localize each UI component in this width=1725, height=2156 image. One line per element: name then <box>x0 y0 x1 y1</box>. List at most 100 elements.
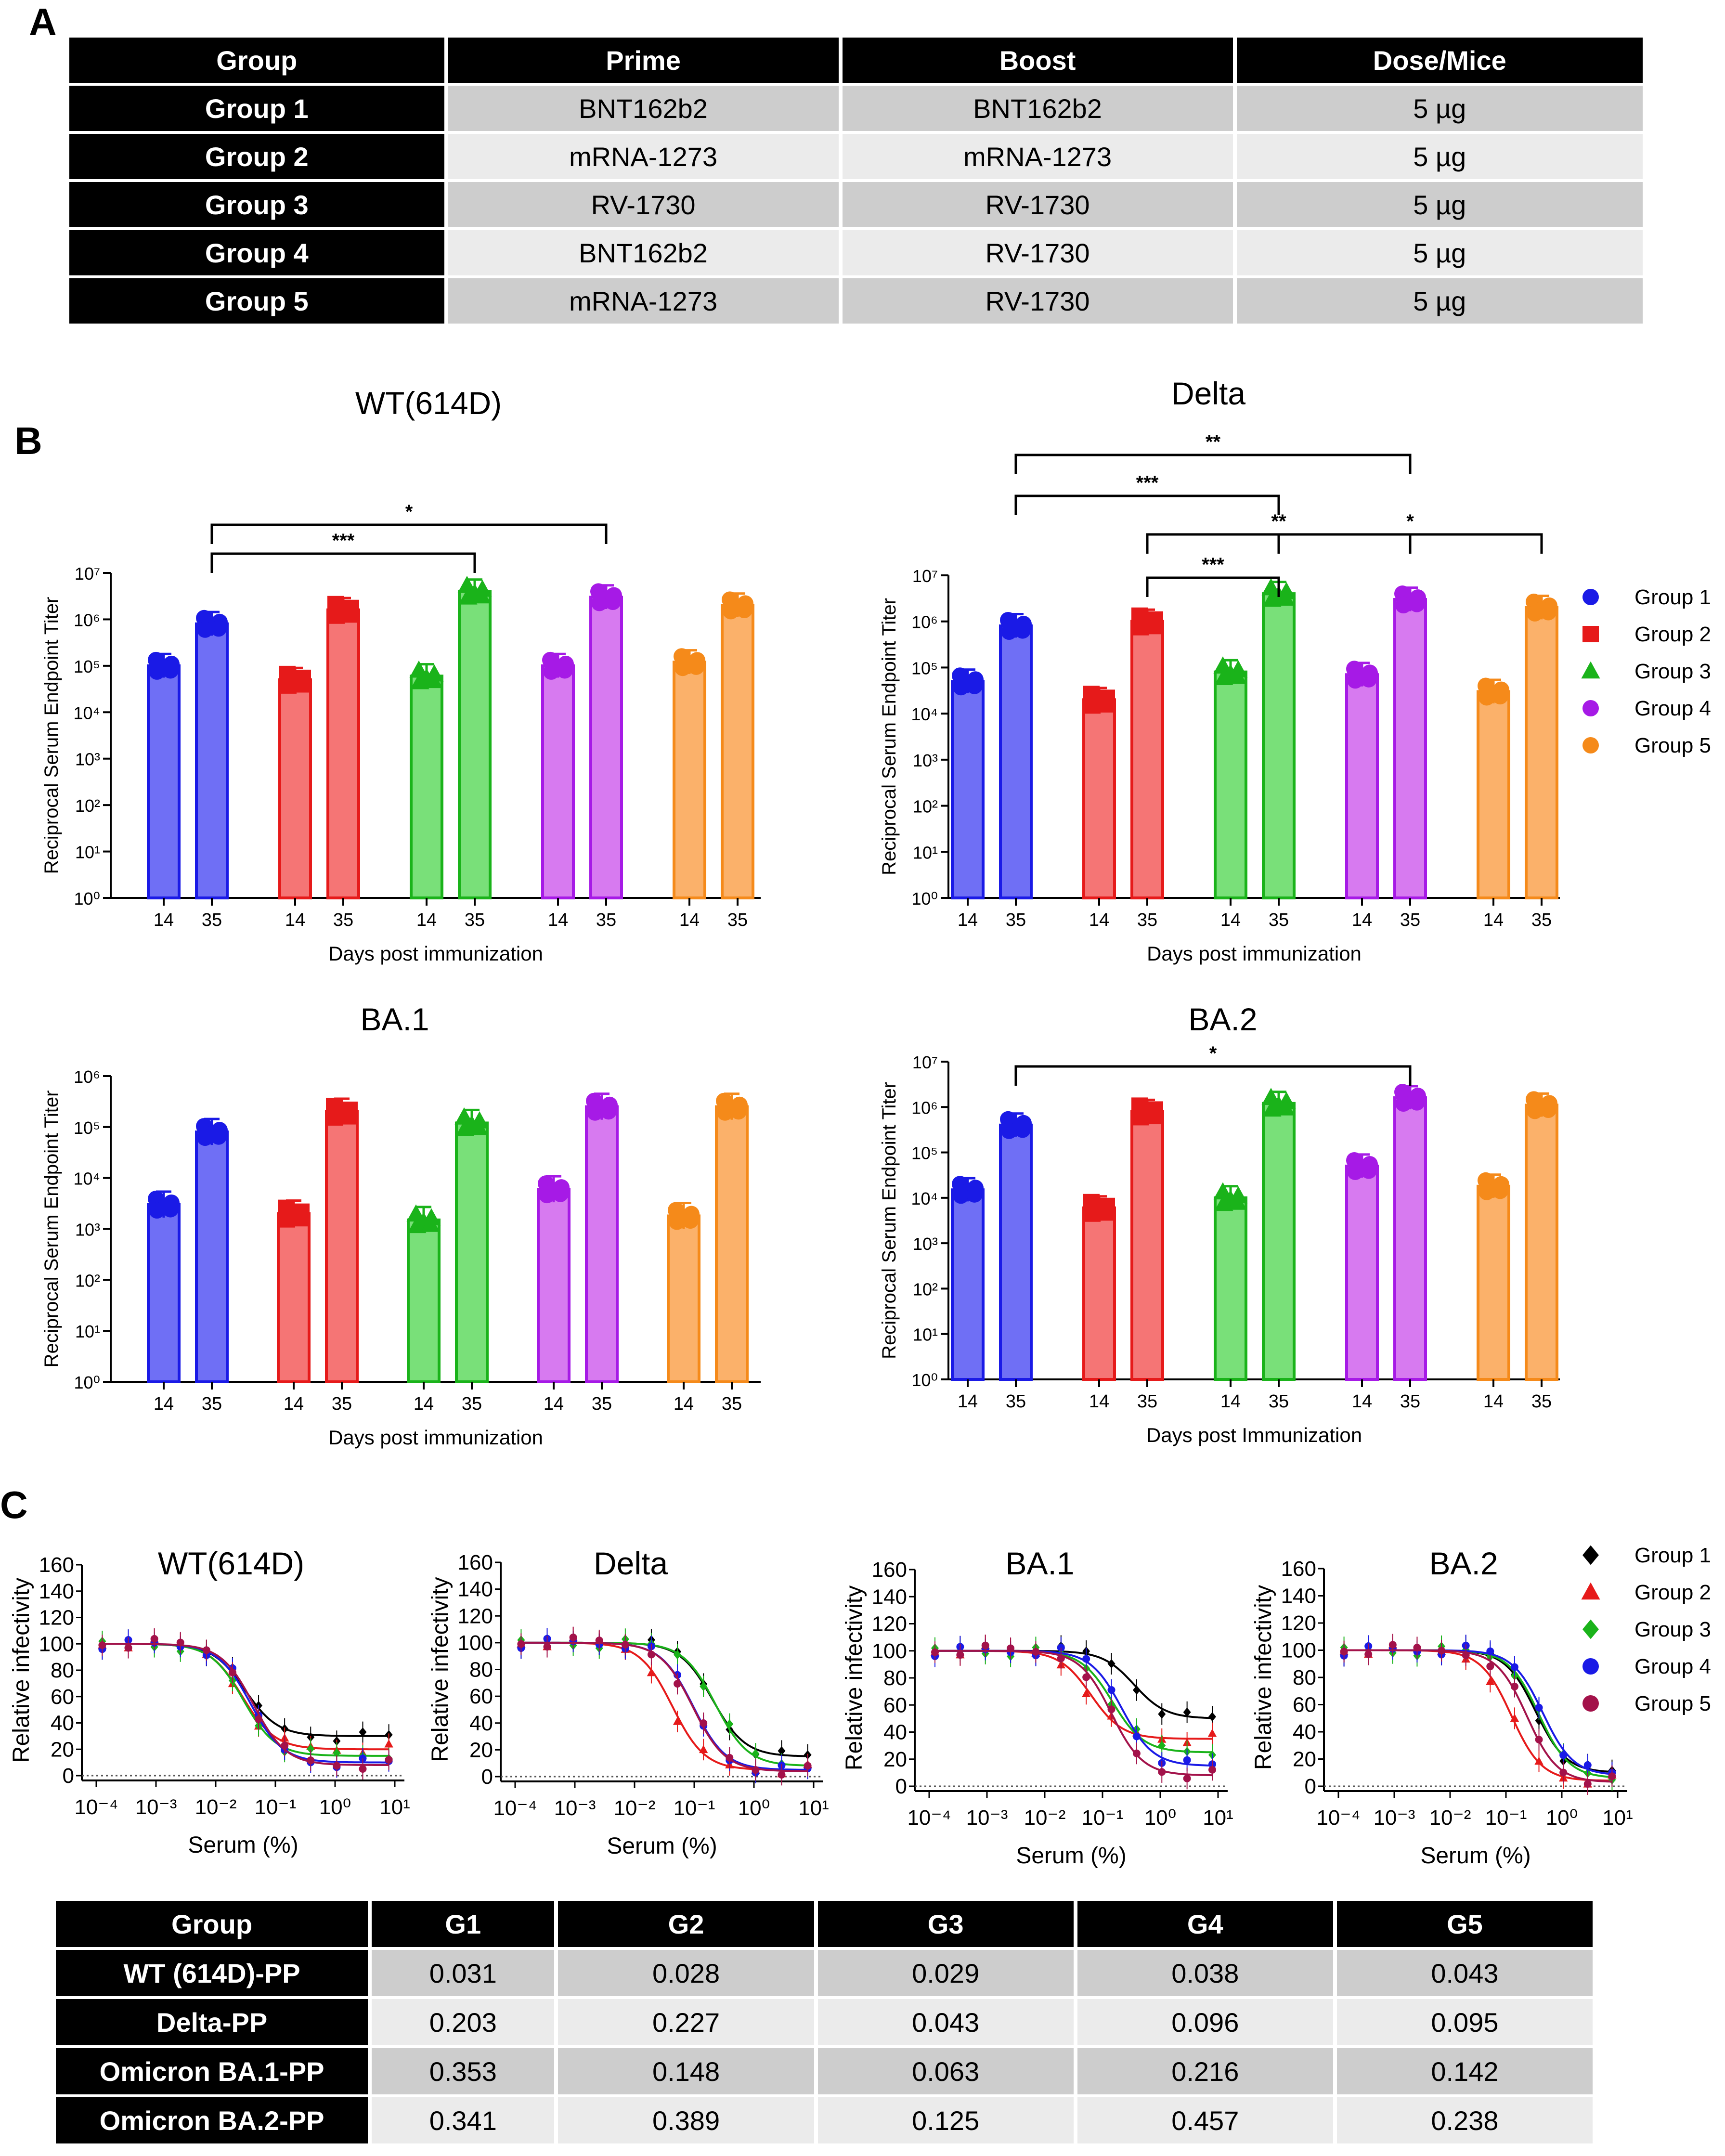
y-tick-label: 10⁶ <box>911 612 938 632</box>
data-point <box>543 663 559 680</box>
bar <box>1262 592 1296 899</box>
data-point <box>292 1210 309 1227</box>
data-point <box>953 679 969 696</box>
data-point <box>1540 604 1556 621</box>
data-point <box>736 602 752 619</box>
row-variant: WT (614D)-PP <box>56 1950 368 1996</box>
data-point <box>723 603 739 620</box>
data-point <box>1146 1108 1162 1125</box>
y-tick-label: 10⁰ <box>912 1370 938 1390</box>
data-point <box>669 1213 685 1230</box>
data-point <box>1409 596 1425 612</box>
y-tick-label: 10³ <box>913 751 938 770</box>
row-group: Group 4 <box>69 230 444 275</box>
y-tick-label: 120 <box>39 1606 74 1630</box>
data-point <box>406 1204 426 1222</box>
cell-g1: 0.203 <box>372 1999 555 2045</box>
x-tick-label: 10⁻⁴ <box>1316 1806 1360 1830</box>
bar <box>1214 1196 1247 1381</box>
fit-curve <box>102 1643 389 1751</box>
bar <box>1262 1102 1296 1381</box>
y-tick-label: 10⁷ <box>75 564 100 584</box>
x-tick-label: 35 <box>722 1394 742 1414</box>
header-g3: G3 <box>817 1901 1074 1947</box>
header-group: Group <box>56 1901 368 1947</box>
y-tick-label: 40 <box>51 1712 74 1735</box>
cell-g3: 0.125 <box>817 2097 1074 2143</box>
header-group: Group <box>69 38 444 83</box>
x-tick-label: 14 <box>1220 1391 1241 1412</box>
cell-g3: 0.029 <box>817 1950 1074 1996</box>
chart-title: Delta <box>1171 376 1245 411</box>
fit-curve <box>521 1641 808 1757</box>
y-tick-label: 120 <box>872 1612 907 1636</box>
chart-ba2-titer: BA.2 10⁰ 10¹ 10² 10³ 10⁴ 10⁵ 10⁶ 10⁷ Reciprocal S… <box>879 1001 1560 1446</box>
y-tick-label: 80 <box>469 1658 493 1682</box>
data-point <box>600 1103 617 1120</box>
data-point <box>688 658 704 675</box>
bar <box>277 1212 311 1383</box>
y-tick-label: 10⁵ <box>74 1118 100 1138</box>
row-variant: Omicron BA.1-PP <box>56 2048 368 2094</box>
y-tick-label: 120 <box>1281 1611 1316 1635</box>
bar <box>673 661 706 899</box>
y-tick-label: 10¹ <box>913 1325 938 1345</box>
data-point <box>1361 1162 1377 1179</box>
header-g1: G1 <box>372 1901 555 1947</box>
data-point <box>966 1186 983 1203</box>
chart-title: BA.1 <box>1005 1546 1074 1581</box>
x-axis-label: Serum (%) <box>1420 1843 1530 1869</box>
cell-prime: BNT162b2 <box>448 230 839 275</box>
cell-boost: mRNA-1273 <box>842 134 1233 179</box>
y-tick-label: 100 <box>1281 1639 1316 1662</box>
row-group: Group 1 <box>69 86 444 131</box>
bar <box>1345 673 1379 899</box>
ic50-table: Group G1 G2 G3 G4 G5 WT (614D)-PP 0.031 … <box>52 1898 1596 2146</box>
y-tick-label: 60 <box>51 1685 74 1709</box>
x-tick-label: 10¹ <box>798 1796 829 1820</box>
x-tick-label: 35 <box>202 910 222 930</box>
cell-g5: 0.043 <box>1336 1950 1593 1996</box>
data-point <box>149 663 165 680</box>
y-tick-label: 100 <box>458 1631 493 1655</box>
data-point <box>1409 1094 1425 1111</box>
y-tick-label: 10² <box>75 796 100 816</box>
data-point <box>1228 1193 1247 1210</box>
bar <box>951 1188 985 1381</box>
y-axis-label: Reciprocal Serum Endpoint Titer <box>879 1082 900 1359</box>
x-tick-label: 14 <box>416 910 437 930</box>
cell-dose: 5 µg <box>1236 134 1643 179</box>
fit-curve <box>102 1643 389 1766</box>
bar <box>1214 670 1247 899</box>
legend-marker <box>1582 1619 1599 1639</box>
cell-g5: 0.238 <box>1336 2097 1593 2143</box>
data-point <box>1014 622 1031 639</box>
legend-b: Group 1 Group 2 Group 3 Group 4 Group 5 <box>1581 585 1711 757</box>
y-tick-label: 10⁴ <box>73 1169 100 1189</box>
chart-title: BA.2 <box>1429 1546 1498 1581</box>
data-point <box>1261 578 1281 596</box>
y-tick-label: 140 <box>39 1580 74 1603</box>
bar <box>407 1218 441 1383</box>
x-tick-label: 35 <box>1137 910 1157 930</box>
cell-g5: 0.142 <box>1336 2048 1593 2094</box>
data-point <box>1214 1194 1233 1211</box>
bar <box>1393 1096 1427 1381</box>
bar <box>1130 1110 1164 1381</box>
cell-g4: 0.457 <box>1077 2097 1333 2143</box>
x-tick-label: 35 <box>462 1394 482 1414</box>
x-tick-label: 14 <box>1089 1391 1109 1412</box>
x-tick-label: 14 <box>1220 910 1241 930</box>
y-tick-label: 10² <box>913 1279 938 1299</box>
x-tick-label: 10⁰ <box>738 1796 770 1820</box>
bar <box>195 1130 229 1383</box>
bar <box>999 1123 1033 1381</box>
legend-marker <box>1582 626 1599 642</box>
y-tick-label: 10² <box>913 797 938 817</box>
x-tick-label: 35 <box>1531 910 1552 930</box>
y-tick-label: 80 <box>1293 1666 1316 1689</box>
cell-g4: 0.038 <box>1077 1950 1333 1996</box>
y-tick-label: 60 <box>1293 1693 1316 1717</box>
x-tick-label: 10¹ <box>1602 1806 1633 1830</box>
x-axis-label: Serum (%) <box>607 1833 717 1859</box>
